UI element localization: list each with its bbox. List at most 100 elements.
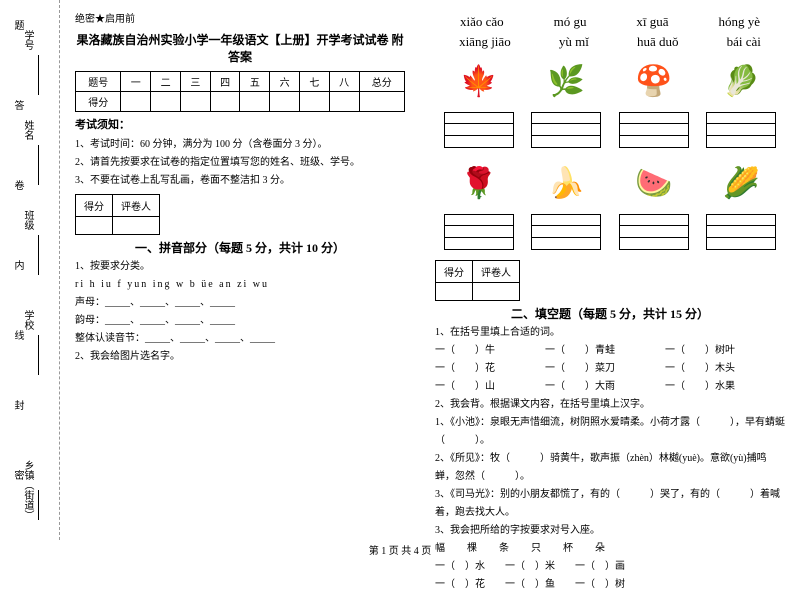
binding-margin: 学号 姓名 班级 学校 乡镇（街道） 题 答 卷 内 线 封 密	[0, 0, 60, 540]
watermelon-icon: 🍉	[624, 158, 684, 208]
flower-icon: 🌹	[449, 158, 509, 208]
gb-blank[interactable]	[436, 283, 473, 301]
py: xiǎo cǎo	[460, 14, 504, 30]
q2-2-l2: 2、《所见》：牧（ ）骑黄牛，歌声振（zhèn）林樾(yuè)。意欲(yù)捕鸣…	[435, 450, 785, 486]
score-value-row: 得分	[76, 92, 405, 112]
td[interactable]	[359, 92, 404, 112]
write-box[interactable]	[706, 112, 776, 148]
gb-blank[interactable]	[113, 217, 160, 235]
q2-1-l1: 一（ ）牛 一（ ）青蛙 一（ ）树叶	[435, 342, 785, 360]
mushroom-icon: 🍄	[624, 56, 684, 106]
th: 四	[210, 72, 240, 92]
section2-title: 二、填空题（每题 5 分，共计 15 分）	[435, 305, 785, 322]
exam-title: 果洛藏族自治州实验小学一年级语文【上册】开学考试试卷 附答案	[75, 31, 405, 65]
q2-3-l2: 一（ ）花 一（ ）鱼 一（ ）树	[435, 576, 785, 594]
py: mó gu	[554, 14, 587, 30]
q2-2-l1: 1、《小池》：泉眼无声惜细流，树阴照水爱晴柔。小荷才露（ ），早有蜻蜓（ ）。	[435, 414, 785, 450]
page: 学号 姓名 班级 学校 乡镇（街道） 题 答 卷 内 线 封 密 绝密★启用前 …	[0, 0, 800, 540]
write-box[interactable]	[531, 214, 601, 250]
td[interactable]	[329, 92, 359, 112]
corn-icon: 🌽	[711, 158, 771, 208]
seal-char-0: 题	[10, 20, 25, 38]
write-box[interactable]	[444, 112, 514, 148]
td[interactable]	[210, 92, 240, 112]
secret-label: 绝密★启用前	[75, 10, 405, 25]
q2-1: 1、在括号里填上合适的词。	[435, 324, 785, 342]
write-box[interactable]	[531, 112, 601, 148]
img-row-2: 🌹 🍌 🍉 🌽	[435, 158, 785, 208]
q2-2-l3: 3、《司马光》：别的小朋友都慌了，有的（ ）哭了，有的（ ）着喊着，跑去找大人。	[435, 486, 785, 522]
score-table: 题号 一 二 三 四 五 六 七 八 总分 得分	[75, 71, 405, 112]
py: huā duǒ	[637, 34, 679, 50]
write-box[interactable]	[619, 112, 689, 148]
td[interactable]	[180, 92, 210, 112]
label-banji: 班级	[20, 210, 35, 230]
section1-title: 一、拼音部分（每题 5 分，共计 10 分）	[75, 239, 405, 256]
grass-icon: 🌿	[536, 56, 596, 106]
th: 二	[151, 72, 181, 92]
binding-labels: 学号 姓名 班级 学校 乡镇（街道） 题 答 卷 内 线 封 密	[0, 0, 50, 540]
right-column: xiǎo cǎo mó gu xī guā hóng yè xiāng jiāo…	[420, 0, 800, 540]
line	[38, 55, 39, 95]
gb-1: 得分	[436, 261, 473, 283]
pinyin-row-2: xiāng jiāo yù mǐ huā duǒ bái cài	[435, 34, 785, 50]
seal-char-5: 封	[10, 400, 25, 418]
seal-char-2: 卷	[10, 180, 25, 198]
leaf-icon: 🍁	[449, 56, 509, 106]
seal-char-4: 线	[10, 330, 25, 348]
py: xiāng jiāo	[459, 34, 511, 50]
td[interactable]	[270, 92, 300, 112]
line	[38, 335, 39, 375]
notice-2: 2、请首先按要求在试卷的指定位置填写您的姓名、班级、学号。	[75, 154, 405, 172]
th: 总分	[359, 72, 404, 92]
q2-1-l2: 一（ ）花 一（ ）菜刀 一（ ）木头	[435, 360, 785, 378]
td[interactable]	[151, 92, 181, 112]
line	[38, 145, 39, 185]
seal-char-1: 答	[10, 100, 25, 118]
notice-1: 1、考试时间：60 分钟，满分为 100 分（含卷面分 3 分）。	[75, 136, 405, 154]
td[interactable]	[300, 92, 330, 112]
line	[38, 235, 39, 275]
label-xuexiao: 学校	[20, 310, 35, 330]
left-column: 绝密★启用前 果洛藏族自治州实验小学一年级语文【上册】开学考试试卷 附答案 题号…	[60, 0, 420, 540]
gb-blank[interactable]	[473, 283, 520, 301]
label-xiangzhen: 乡镇（街道）	[20, 460, 35, 520]
pinyin-row-1: xiǎo cǎo mó gu xī guā hóng yè	[435, 14, 785, 30]
q2-1-l3: 一（ ）山 一（ ）大雨 一（ ）水果	[435, 378, 785, 396]
q2-3: 3、我会把所给的字按要求对号入座。	[435, 522, 785, 540]
py: bái cài	[727, 34, 761, 50]
th: 三	[180, 72, 210, 92]
q1-zheng: 整体认读音节：_____、_____、_____、_____	[75, 330, 405, 348]
th: 一	[121, 72, 151, 92]
score-header-row: 题号 一 二 三 四 五 六 七 八 总分	[76, 72, 405, 92]
q1-1: 1、按要求分类。	[75, 258, 405, 276]
q1-letters: ri h iu f yun ing w b üe an zi wu	[75, 276, 405, 294]
notice-head: 考试须知：	[75, 116, 405, 132]
write-row-2	[435, 214, 785, 250]
th: 题号	[76, 72, 121, 92]
q2-3-chars: 幅 棵 条 只 杯 朵	[435, 540, 785, 558]
write-box[interactable]	[619, 214, 689, 250]
q1-2: 2、我会给图片选名字。	[75, 348, 405, 366]
write-row-1	[435, 112, 785, 148]
seal-char-6: 密	[10, 470, 25, 488]
th: 六	[270, 72, 300, 92]
grade-box: 得分评卷人	[75, 194, 160, 235]
line	[38, 490, 39, 520]
gb-blank[interactable]	[76, 217, 113, 235]
banana-icon: 🍌	[536, 158, 596, 208]
write-box[interactable]	[706, 214, 776, 250]
seal-char-3: 内	[10, 260, 25, 278]
q1-yunmu: 韵母：_____、_____、_____、_____	[75, 312, 405, 330]
td[interactable]	[121, 92, 151, 112]
py: yù mǐ	[559, 34, 589, 50]
grade-box-2: 得分评卷人	[435, 260, 520, 301]
th: 八	[329, 72, 359, 92]
py: hóng yè	[718, 14, 760, 30]
th: 七	[300, 72, 330, 92]
td[interactable]	[240, 92, 270, 112]
write-box[interactable]	[444, 214, 514, 250]
py: xī guā	[636, 14, 668, 30]
td: 得分	[76, 92, 121, 112]
gb-2: 评卷人	[473, 261, 520, 283]
